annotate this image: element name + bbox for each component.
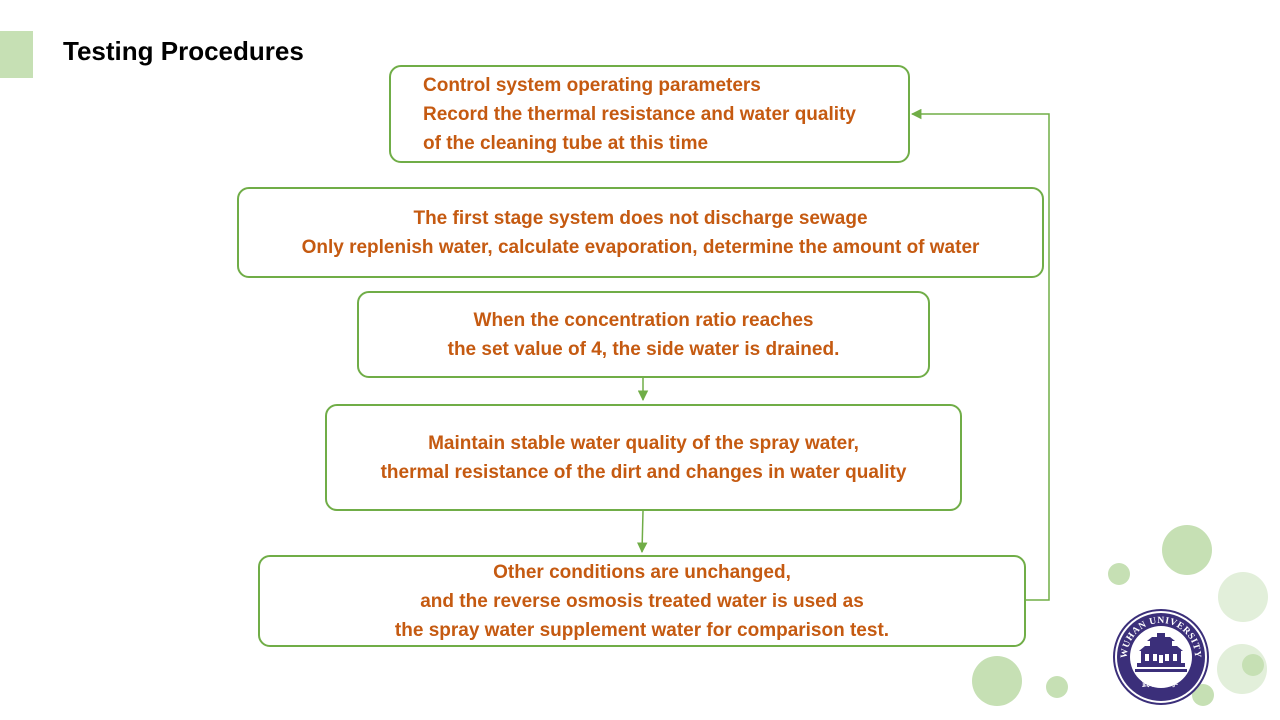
step-2-line-1: The first stage system does not discharg…: [413, 207, 868, 229]
decor-circle-6: [972, 656, 1022, 706]
decor-circle-7: [1046, 676, 1068, 698]
decor-circle-8: [1192, 684, 1214, 706]
title-accent-bar: [0, 31, 33, 78]
step-5-line-1: Other conditions are unchanged,: [493, 561, 791, 583]
flow-step-2: The first stage system does not discharg…: [237, 187, 1044, 278]
flow-step-4: Maintain stable water quality of the spr…: [325, 404, 962, 511]
wuhan-university-logo: WUHAN UNIVERSITY 武汉大学: [1113, 609, 1209, 705]
step-1-line-3: of the cleaning tube at this time: [423, 132, 709, 154]
decor-circle-1: [1162, 525, 1212, 575]
decor-circle-3: [1218, 572, 1268, 622]
svg-text:武汉大学: 武汉大学: [1142, 678, 1180, 688]
slide-title: Testing Procedures: [63, 36, 304, 66]
step-3-line-2: the set value of 4, the side water is dr…: [447, 338, 840, 360]
step-3-line-1: When the concentration ratio reaches: [473, 309, 814, 331]
step-2-line-2: Only replenish water, calculate evaporat…: [301, 236, 980, 258]
step-4-line-2: thermal resistance of the dirt and chang…: [380, 461, 907, 483]
decor-circle-2: [1108, 563, 1130, 585]
step-4-line-1: Maintain stable water quality of the spr…: [428, 432, 859, 454]
feedback-loop-arrow: [910, 108, 1050, 601]
flow-step-1: Control system operating parameters Reco…: [389, 65, 910, 163]
step-5-line-3: the spray water supplement water for com…: [394, 619, 890, 641]
step-1-line-2: Record the thermal resistance and water …: [423, 103, 856, 125]
decor-circle-5: [1242, 654, 1264, 676]
flow-step-5: Other conditions are unchanged, and the …: [258, 555, 1026, 647]
arrow-step4-to-step5: [636, 510, 648, 554]
step-1-line-1: Control system operating parameters: [423, 74, 761, 96]
flow-step-3: When the concentration ratio reaches the…: [357, 291, 930, 378]
step-5-line-2: and the reverse osmosis treated water is…: [420, 590, 864, 612]
